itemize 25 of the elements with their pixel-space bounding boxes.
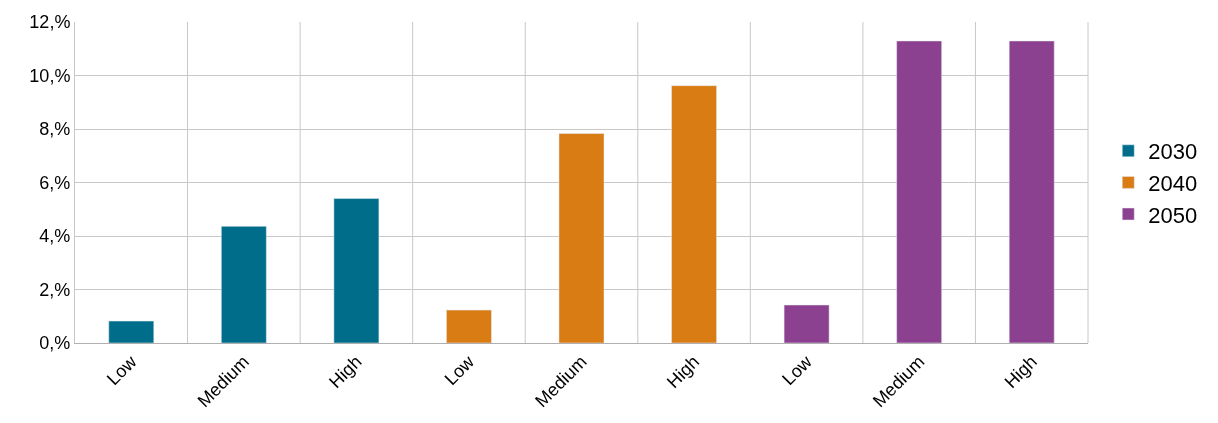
y-tick-label: 8,% [39,119,71,140]
x-tick-label: Low [102,350,142,390]
y-tick-label: 4,% [39,226,71,247]
x-tick-label: Low [440,350,479,390]
legend-label: 2050 [1148,202,1198,228]
y-tick-label: 0,% [39,333,71,354]
y-tick-label: 10,% [29,65,71,86]
y-tick-label: 6,% [39,172,71,193]
bar [446,309,492,343]
x-tick-label: High [325,351,366,392]
y-tick-label: 2,% [39,279,71,300]
bar [108,320,155,343]
bar [558,133,605,343]
x-tick-label: Low [778,350,817,390]
bar [896,40,942,343]
bar [671,85,717,343]
y-tick-label: 12,% [29,12,71,33]
bar [783,304,830,343]
x-tick-label: High [1000,351,1041,392]
bar [221,226,267,343]
legend-label: 2030 [1148,139,1198,165]
legend-label: 2040 [1148,170,1198,196]
bar [333,198,380,343]
bar [1008,40,1055,343]
x-tick-label: High [662,351,704,392]
